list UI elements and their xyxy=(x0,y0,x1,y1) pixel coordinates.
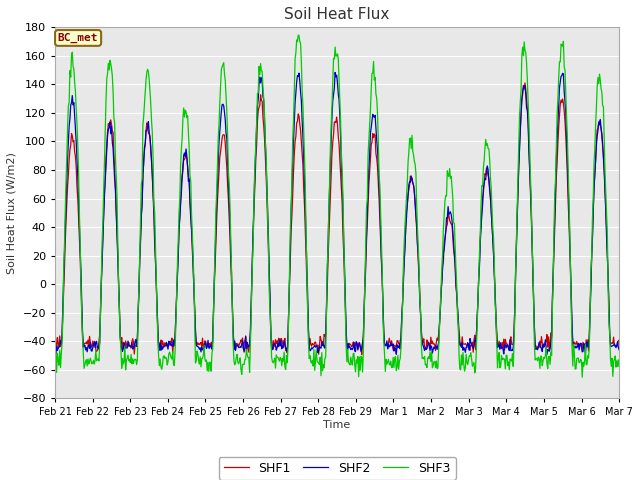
SHF1 xyxy=(615,337,623,343)
SHF1 xyxy=(406,173,414,179)
SHF1 xyxy=(207,344,214,349)
SHF1 xyxy=(177,201,184,206)
Line: SHF2: SHF2 xyxy=(55,72,619,355)
SHF2 xyxy=(62,198,70,204)
SHF2 xyxy=(120,340,128,346)
Y-axis label: Soil Heat Flux (W/m2): Soil Heat Flux (W/m2) xyxy=(7,152,17,274)
SHF2 xyxy=(52,352,60,358)
SHF2 xyxy=(177,191,185,196)
SHF1 xyxy=(358,351,365,357)
SHF3 xyxy=(406,135,414,141)
Line: SHF3: SHF3 xyxy=(55,35,619,377)
SHF3 xyxy=(177,164,184,169)
SHF3 xyxy=(120,361,127,367)
Legend: SHF1, SHF2, SHF3: SHF1, SHF2, SHF3 xyxy=(218,456,456,480)
SHF2 xyxy=(207,344,215,349)
SHF2 xyxy=(424,342,431,348)
SHF1 xyxy=(423,337,431,343)
SHF2 xyxy=(51,345,59,351)
SHF3 xyxy=(615,363,623,369)
X-axis label: Time: Time xyxy=(323,420,351,430)
SHF1 xyxy=(521,80,529,86)
Text: BC_met: BC_met xyxy=(58,33,99,43)
SHF3 xyxy=(294,32,302,38)
SHF3 xyxy=(61,209,69,215)
SHF2 xyxy=(332,70,339,75)
SHF1 xyxy=(51,336,59,341)
SHF2 xyxy=(408,173,415,179)
SHF3 xyxy=(579,374,586,380)
Title: Soil Heat Flux: Soil Heat Flux xyxy=(284,7,390,22)
SHF1 xyxy=(120,339,127,345)
SHF3 xyxy=(51,361,59,367)
SHF2 xyxy=(615,347,623,353)
SHF1 xyxy=(61,239,69,245)
Line: SHF1: SHF1 xyxy=(55,83,619,354)
SHF3 xyxy=(423,365,431,371)
SHF3 xyxy=(207,360,214,365)
